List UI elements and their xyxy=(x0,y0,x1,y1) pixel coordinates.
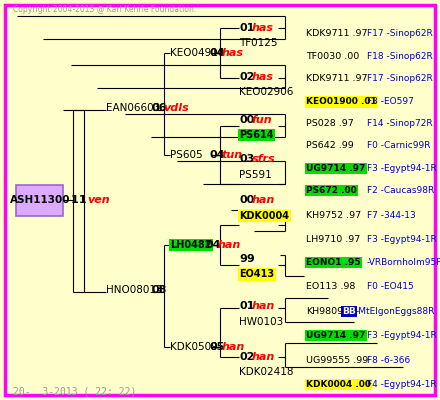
Text: LH0482: LH0482 xyxy=(170,240,212,250)
Text: 04: 04 xyxy=(209,48,225,58)
Text: BB: BB xyxy=(342,307,356,316)
Text: han: han xyxy=(221,342,245,352)
Text: TF0125: TF0125 xyxy=(239,38,278,48)
Text: 04: 04 xyxy=(209,150,225,160)
Text: UG9714 .97: UG9714 .97 xyxy=(306,164,366,173)
Text: han: han xyxy=(252,195,275,205)
Text: sfrs: sfrs xyxy=(252,154,275,164)
Text: KH9809: KH9809 xyxy=(306,307,343,316)
Text: 20-  3-2013 ( 22: 22): 20- 3-2013 ( 22: 22) xyxy=(13,386,136,396)
Text: -VRBornholm95R: -VRBornholm95R xyxy=(367,258,440,267)
Text: han: han xyxy=(252,352,275,362)
Text: KDK9711 .97: KDK9711 .97 xyxy=(306,29,368,38)
Text: KDK0509: KDK0509 xyxy=(170,342,218,352)
Text: 03: 03 xyxy=(239,154,255,164)
Text: han: han xyxy=(218,240,241,250)
Text: PS028 .97: PS028 .97 xyxy=(306,119,354,128)
Text: KEO04910: KEO04910 xyxy=(170,48,225,58)
Text: EO113 .98: EO113 .98 xyxy=(306,282,356,291)
Text: F4 -Egypt94-1R: F4 -Egypt94-1R xyxy=(367,380,436,389)
Text: PS672 .00: PS672 .00 xyxy=(306,186,357,195)
Text: fun: fun xyxy=(252,115,272,125)
Text: -MtElgonEggs88R: -MtElgonEggs88R xyxy=(356,307,435,316)
Text: 00: 00 xyxy=(239,115,255,125)
Text: KDK0004 .00: KDK0004 .00 xyxy=(306,380,371,389)
Text: F3 -Egypt94-1R: F3 -Egypt94-1R xyxy=(367,235,436,244)
Text: 00: 00 xyxy=(239,195,255,205)
Text: F0 -EO415: F0 -EO415 xyxy=(367,282,413,291)
FancyBboxPatch shape xyxy=(16,185,63,216)
Text: KDK02418: KDK02418 xyxy=(239,368,294,378)
Text: TF0030 .00: TF0030 .00 xyxy=(306,52,359,62)
Text: F7 -344-13: F7 -344-13 xyxy=(367,211,415,220)
Text: UG9714 .97: UG9714 .97 xyxy=(306,331,366,340)
Text: han: han xyxy=(252,301,275,311)
Text: PS614: PS614 xyxy=(239,130,274,140)
Text: KEO02906: KEO02906 xyxy=(239,87,294,97)
Text: HW0103: HW0103 xyxy=(239,316,284,326)
Text: F0 -Carnic99R: F0 -Carnic99R xyxy=(367,141,430,150)
Text: 06: 06 xyxy=(151,103,166,113)
Text: EO413: EO413 xyxy=(239,270,275,280)
Text: 01: 01 xyxy=(239,301,255,311)
Text: PS605: PS605 xyxy=(170,150,203,160)
Text: ven: ven xyxy=(88,195,110,205)
Text: ASH11300: ASH11300 xyxy=(10,195,70,205)
Text: EAN06603: EAN06603 xyxy=(106,103,160,113)
Text: vdls: vdls xyxy=(163,103,189,113)
Text: has: has xyxy=(252,72,274,82)
Text: Copyright 2004-2013 @ Karl Kehrle Foundation.: Copyright 2004-2013 @ Karl Kehrle Founda… xyxy=(13,5,196,14)
Text: F14 -Sinop72R: F14 -Sinop72R xyxy=(367,119,432,128)
Text: PS591: PS591 xyxy=(239,170,272,180)
Text: KEO01900 .01: KEO01900 .01 xyxy=(306,98,377,106)
Text: 99: 99 xyxy=(239,254,255,264)
Text: F3 -Egypt94-1R: F3 -Egypt94-1R xyxy=(367,164,436,173)
Text: KDK9711 .97: KDK9711 .97 xyxy=(306,74,368,83)
Text: F3 -EO597: F3 -EO597 xyxy=(367,98,414,106)
Text: has: has xyxy=(221,48,243,58)
Text: KH9752 .97: KH9752 .97 xyxy=(306,211,361,220)
Text: F17 -Sinop62R: F17 -Sinop62R xyxy=(367,74,433,83)
Text: tun: tun xyxy=(221,150,242,160)
Text: F18 -Sinop62R: F18 -Sinop62R xyxy=(367,52,433,62)
Text: LH9710 .97: LH9710 .97 xyxy=(306,235,360,244)
Text: 02: 02 xyxy=(239,352,255,362)
Text: 04: 04 xyxy=(206,240,221,250)
Text: F2 -Caucas98R: F2 -Caucas98R xyxy=(367,186,434,195)
Text: EONO1 .95: EONO1 .95 xyxy=(306,258,361,267)
Text: PS642 .99: PS642 .99 xyxy=(306,141,354,150)
Text: 08: 08 xyxy=(151,285,166,295)
Text: HNO08013: HNO08013 xyxy=(106,285,162,295)
Text: F8 -6-366: F8 -6-366 xyxy=(367,356,410,365)
Text: F17 -Sinop62R: F17 -Sinop62R xyxy=(367,29,433,38)
Text: 01: 01 xyxy=(239,22,255,32)
Text: 11: 11 xyxy=(71,195,91,205)
Text: 02: 02 xyxy=(239,72,255,82)
Text: 05: 05 xyxy=(209,342,224,352)
Text: F3 -Egypt94-1R: F3 -Egypt94-1R xyxy=(367,331,436,340)
Text: has: has xyxy=(252,22,274,32)
Text: UG99555 .99: UG99555 .99 xyxy=(306,356,368,365)
Text: KDK0004: KDK0004 xyxy=(239,211,290,221)
